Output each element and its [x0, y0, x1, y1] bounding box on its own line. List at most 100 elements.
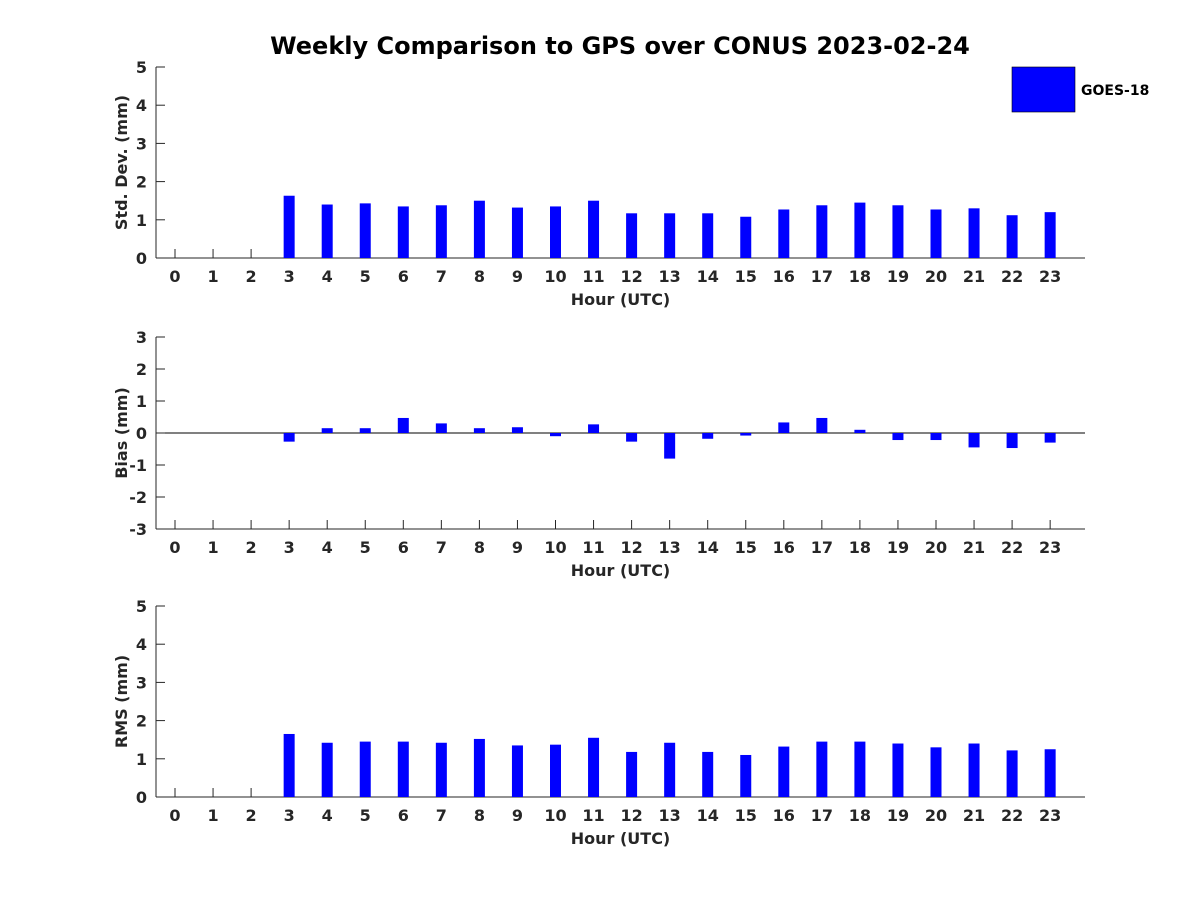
- x-tick-label: 15: [735, 806, 757, 825]
- x-tick-label: 2: [246, 267, 257, 286]
- y-tick-label: 0: [136, 249, 147, 268]
- x-tick-label: 5: [360, 267, 371, 286]
- std-bar-hour-9: [511, 207, 523, 258]
- x-tick-label: 10: [544, 267, 566, 286]
- x-tick-label: 15: [735, 538, 757, 557]
- rms-bar-hour-13: [664, 742, 676, 797]
- chart-title: Weekly Comparison to GPS over CONUS 2023…: [270, 32, 970, 60]
- bias-bar-hour-12: [626, 433, 638, 442]
- y-axis-label: RMS (mm): [112, 655, 131, 748]
- x-tick-label: 21: [963, 806, 985, 825]
- std-bar-hour-18: [854, 202, 866, 258]
- x-tick-label: 16: [773, 538, 795, 557]
- std-bar-hour-4: [321, 204, 333, 258]
- bias-bar-hour-7: [435, 423, 447, 433]
- x-tick-label: 14: [697, 267, 719, 286]
- y-tick-label: 0: [136, 424, 147, 443]
- bias-bar-hour-3: [283, 433, 295, 442]
- rms-bar-hour-15: [740, 754, 752, 797]
- rms-bar-hour-16: [778, 746, 790, 797]
- y-tick-label: 4: [136, 635, 147, 654]
- x-tick-label: 15: [735, 267, 757, 286]
- std-bar-hour-19: [892, 205, 904, 258]
- std-bar-hour-8: [473, 200, 485, 258]
- y-tick-label: -1: [129, 456, 147, 475]
- std-bar-hour-10: [550, 206, 561, 258]
- x-tick-label: 4: [322, 806, 333, 825]
- y-tick-label: 5: [136, 58, 147, 77]
- rms-bar-hour-8: [473, 738, 485, 797]
- x-tick-label: 0: [169, 538, 180, 557]
- y-tick-label: 3: [136, 134, 147, 153]
- legend-swatch: [1011, 66, 1076, 113]
- x-tick-label: 19: [887, 538, 909, 557]
- x-tick-label: 23: [1039, 538, 1061, 557]
- y-tick-label: -3: [129, 520, 147, 539]
- x-tick-label: 23: [1039, 267, 1061, 286]
- std-bar-hour-23: [1044, 212, 1056, 258]
- rms-bar-hour-5: [359, 741, 371, 797]
- bias-bar-hour-19: [892, 433, 904, 441]
- x-tick-label: 12: [620, 538, 642, 557]
- x-tick-label: 22: [1001, 538, 1023, 557]
- x-tick-label: 18: [849, 267, 871, 286]
- std-bar-hour-16: [778, 209, 790, 258]
- x-tick-label: 20: [925, 806, 947, 825]
- y-tick-label: 2: [136, 173, 147, 192]
- x-tick-label: 8: [474, 267, 485, 286]
- x-axis-label: Hour (UTC): [571, 561, 671, 580]
- bias-bar-hour-23: [1044, 433, 1056, 443]
- rms-bar-hour-10: [550, 744, 561, 797]
- y-tick-label: 2: [136, 712, 147, 731]
- std-bar-hour-11: [588, 200, 600, 258]
- x-tick-label: 20: [925, 538, 947, 557]
- y-tick-label: 4: [136, 96, 147, 115]
- x-tick-label: 14: [697, 538, 719, 557]
- legend: GOES-18: [1011, 66, 1149, 113]
- x-tick-label: 19: [887, 267, 909, 286]
- y-tick-label: 1: [136, 750, 147, 769]
- rms-bar-hour-19: [892, 743, 904, 797]
- bias-bar-hour-9: [511, 427, 523, 433]
- x-tick-label: 4: [322, 538, 333, 557]
- x-tick-label: 5: [360, 538, 371, 557]
- rms-bar-hour-20: [930, 747, 942, 797]
- x-tick-label: 10: [544, 538, 566, 557]
- x-tick-label: 9: [512, 538, 523, 557]
- x-tick-label: 5: [360, 806, 371, 825]
- x-tick-label: 21: [963, 538, 985, 557]
- std-bar-hour-3: [283, 195, 295, 258]
- bias-bar-hour-4: [321, 428, 333, 433]
- rms-bar-hour-22: [1006, 750, 1018, 797]
- x-tick-label: 17: [811, 538, 833, 557]
- x-tick-label: 22: [1001, 806, 1023, 825]
- bias-bar-hour-14: [702, 433, 714, 439]
- x-tick-label: 12: [620, 267, 642, 286]
- x-tick-label: 9: [512, 806, 523, 825]
- std-bar-hour-6: [397, 206, 409, 258]
- bias-bar-hour-17: [816, 417, 828, 433]
- x-tick-label: 17: [811, 267, 833, 286]
- std-bar-hour-21: [968, 208, 980, 258]
- x-tick-label: 1: [207, 267, 218, 286]
- x-tick-label: 8: [474, 806, 485, 825]
- y-tick-label: 2: [136, 360, 147, 379]
- x-tick-label: 4: [322, 267, 333, 286]
- rms-bar-hour-7: [435, 742, 447, 797]
- x-tick-label: 13: [659, 267, 681, 286]
- x-tick-label: 16: [773, 267, 795, 286]
- bias-bar-hour-15: [740, 433, 752, 436]
- rms-bar-hour-14: [702, 751, 714, 797]
- y-axis-label: Bias (mm): [112, 387, 131, 479]
- x-tick-label: 6: [398, 267, 409, 286]
- bias-bar-hour-6: [397, 417, 409, 433]
- rms-bar-hour-9: [511, 745, 523, 797]
- x-tick-label: 23: [1039, 806, 1061, 825]
- x-tick-label: 9: [512, 267, 523, 286]
- x-tick-label: 11: [582, 267, 604, 286]
- y-tick-label: 3: [136, 673, 147, 692]
- x-tick-label: 18: [849, 806, 871, 825]
